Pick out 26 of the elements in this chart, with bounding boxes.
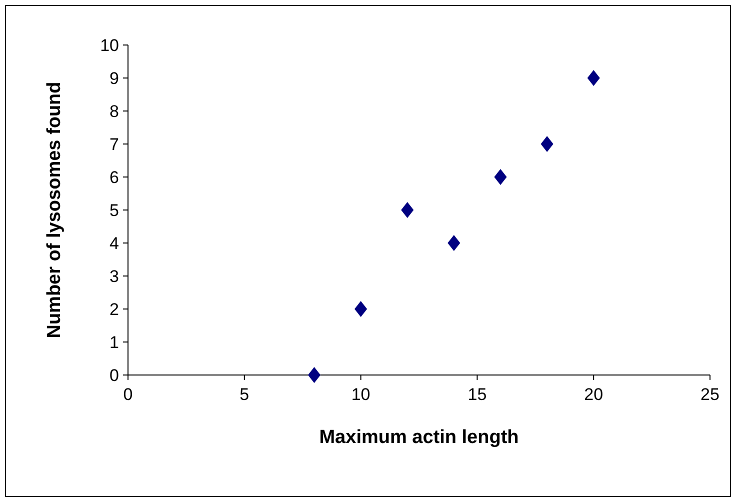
y-tick-label: 6 bbox=[110, 168, 119, 187]
point bbox=[587, 70, 600, 86]
y-tick-label: 8 bbox=[110, 102, 119, 121]
x-tick-label: 10 bbox=[351, 385, 370, 404]
y-tick-label: 5 bbox=[110, 200, 119, 220]
y-tick-label: 10 bbox=[100, 36, 119, 55]
x-tick-label: 20 bbox=[584, 385, 604, 404]
x-axis-title: Maximum actin length bbox=[319, 427, 519, 448]
point bbox=[448, 234, 460, 252]
point bbox=[494, 168, 507, 186]
y-tick-label: 2 bbox=[110, 300, 119, 319]
y-axis-title: Number of lysosomes found bbox=[44, 82, 65, 338]
point bbox=[401, 202, 414, 218]
y-tick-label: 9 bbox=[110, 68, 119, 88]
x-tick-label: 25 bbox=[700, 385, 720, 404]
point bbox=[354, 300, 368, 318]
y-tick-label: 0 bbox=[110, 366, 119, 385]
y-tick-label: 7 bbox=[110, 134, 119, 154]
y-tick-label: 1 bbox=[110, 332, 119, 352]
point bbox=[540, 136, 554, 152]
x-tick-label: 5 bbox=[240, 385, 250, 404]
x-tick-label: 15 bbox=[468, 385, 487, 404]
point bbox=[308, 366, 321, 384]
y-tick-label: 4 bbox=[110, 234, 119, 253]
y-tick-label: 3 bbox=[110, 266, 119, 286]
x-tick-label: 0 bbox=[123, 385, 133, 404]
